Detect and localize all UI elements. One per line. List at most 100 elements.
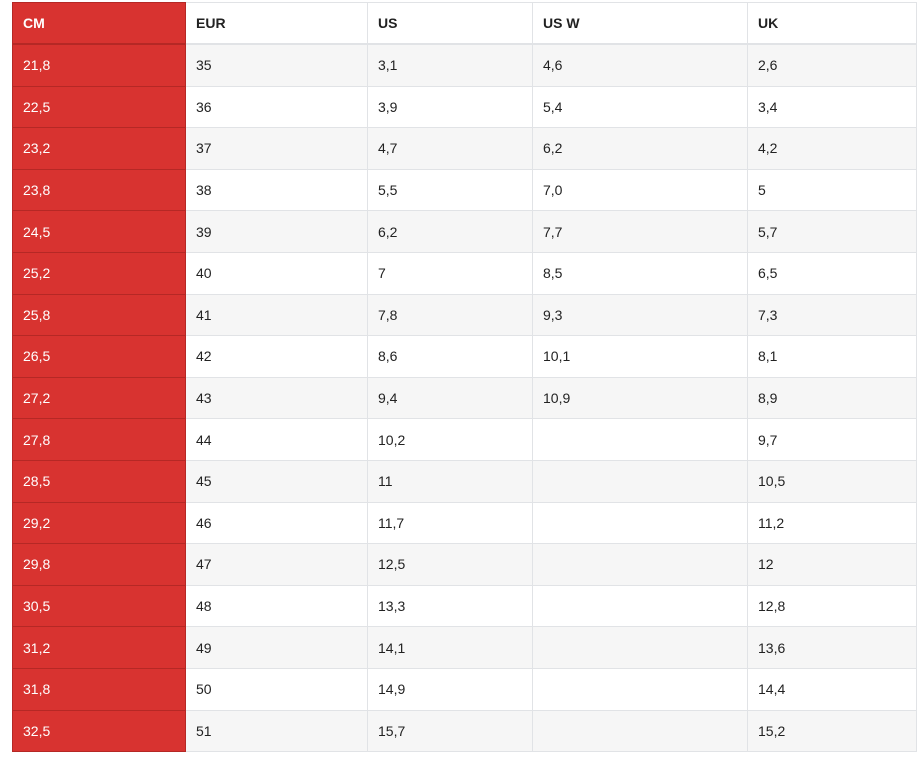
cell-cm: 27,2 — [12, 376, 186, 420]
cell-eur: 44 — [185, 418, 368, 461]
cell-eur: 40 — [185, 251, 368, 295]
cell-us-w: 10,9 — [532, 376, 748, 420]
cell-eur: 51 — [185, 709, 368, 753]
cell-uk: 5,7 — [747, 210, 917, 253]
cell-us: 9,4 — [367, 376, 533, 420]
cell-uk: 14,4 — [747, 667, 917, 711]
cell-us: 12,5 — [367, 543, 533, 586]
cell-cm: 32,5 — [12, 709, 186, 753]
cell-us-w: 6,2 — [532, 127, 748, 170]
cell-us: 3,9 — [367, 85, 533, 129]
table-row: 22,5 36 3,9 5,4 3,4 — [12, 85, 917, 129]
cell-eur: 47 — [185, 543, 368, 586]
cell-us-w — [532, 584, 748, 628]
cell-us-w — [532, 501, 748, 545]
cell-us-w: 5,4 — [532, 85, 748, 129]
cell-us-w: 4,6 — [532, 43, 748, 87]
cell-us-w: 10,1 — [532, 335, 748, 378]
cell-us: 10,2 — [367, 418, 533, 461]
cell-cm: 21,8 — [12, 43, 186, 87]
header-cm: CM — [12, 2, 186, 45]
cell-us-w: 7,7 — [532, 210, 748, 253]
header-eur: EUR — [185, 2, 368, 45]
cell-uk: 12 — [747, 543, 917, 586]
cell-eur: 35 — [185, 43, 368, 87]
header-row: CM EUR US US W UK — [12, 2, 917, 45]
table-row: 26,5 42 8,6 10,1 8,1 — [12, 335, 917, 378]
cell-us-w: 7,0 — [532, 168, 748, 212]
header-us-w: US W — [532, 2, 748, 45]
table-row: 21,8 35 3,1 4,6 2,6 — [12, 43, 917, 87]
cell-uk: 7,3 — [747, 293, 917, 337]
cell-uk: 8,9 — [747, 376, 917, 420]
cell-uk: 13,6 — [747, 626, 917, 669]
cell-cm: 22,5 — [12, 85, 186, 129]
cell-uk: 3,4 — [747, 85, 917, 129]
cell-us: 5,5 — [367, 168, 533, 212]
cell-cm: 28,5 — [12, 459, 186, 503]
cell-uk: 9,7 — [747, 418, 917, 461]
cell-us: 15,7 — [367, 709, 533, 753]
cell-cm: 27,8 — [12, 418, 186, 461]
cell-us: 11,7 — [367, 501, 533, 545]
table-row: 29,8 47 12,5 12 — [12, 543, 917, 586]
cell-us-w: 8,5 — [532, 251, 748, 295]
cell-us-w — [532, 543, 748, 586]
table-row: 24,5 39 6,2 7,7 5,7 — [12, 210, 917, 253]
cell-us-w: 9,3 — [532, 293, 748, 337]
cell-us: 13,3 — [367, 584, 533, 628]
table-row: 25,8 41 7,8 9,3 7,3 — [12, 293, 917, 337]
cell-eur: 43 — [185, 376, 368, 420]
cell-eur: 49 — [185, 626, 368, 669]
cell-cm: 30,5 — [12, 584, 186, 628]
cell-eur: 42 — [185, 335, 368, 378]
cell-cm: 24,5 — [12, 210, 186, 253]
cell-eur: 50 — [185, 667, 368, 711]
cell-cm: 31,8 — [12, 667, 186, 711]
table-row: 29,2 46 11,7 11,2 — [12, 501, 917, 545]
table-row: 28,5 45 11 10,5 — [12, 459, 917, 503]
cell-us-w — [532, 667, 748, 711]
cell-eur: 41 — [185, 293, 368, 337]
cell-uk: 10,5 — [747, 459, 917, 503]
cell-cm: 31,2 — [12, 626, 186, 669]
cell-eur: 37 — [185, 127, 368, 170]
cell-us: 3,1 — [367, 43, 533, 87]
cell-eur: 38 — [185, 168, 368, 212]
cell-us-w — [532, 418, 748, 461]
table-row: 32,5 51 15,7 15,2 — [12, 709, 917, 753]
cell-us-w — [532, 626, 748, 669]
table-row: 31,2 49 14,1 13,6 — [12, 626, 917, 669]
cell-cm: 23,8 — [12, 168, 186, 212]
cell-us-w — [532, 459, 748, 503]
cell-eur: 46 — [185, 501, 368, 545]
cell-uk: 12,8 — [747, 584, 917, 628]
cell-us: 4,7 — [367, 127, 533, 170]
cell-uk: 6,5 — [747, 251, 917, 295]
cell-cm: 23,2 — [12, 127, 186, 170]
table-row: 23,2 37 4,7 6,2 4,2 — [12, 127, 917, 170]
cell-uk: 15,2 — [747, 709, 917, 753]
cell-eur: 48 — [185, 584, 368, 628]
table-row: 23,8 38 5,5 7,0 5 — [12, 168, 917, 212]
cell-cm: 25,8 — [12, 293, 186, 337]
table-row: 31,8 50 14,9 14,4 — [12, 667, 917, 711]
cell-us: 7 — [367, 251, 533, 295]
cell-us: 11 — [367, 459, 533, 503]
table-row: 30,5 48 13,3 12,8 — [12, 584, 917, 628]
cell-cm: 26,5 — [12, 335, 186, 378]
cell-us-w — [532, 709, 748, 753]
cell-cm: 29,8 — [12, 543, 186, 586]
size-chart-table: CM EUR US US W UK 21,8 35 3,1 4,6 2,6 22,5 36 3… — [12, 2, 917, 753]
header-uk: UK — [747, 2, 917, 45]
cell-uk: 11,2 — [747, 501, 917, 545]
cell-us: 14,1 — [367, 626, 533, 669]
table-row: 25,2 40 7 8,5 6,5 — [12, 251, 917, 295]
cell-uk: 4,2 — [747, 127, 917, 170]
cell-eur: 39 — [185, 210, 368, 253]
cell-eur: 45 — [185, 459, 368, 503]
cell-cm: 29,2 — [12, 501, 186, 545]
cell-us: 8,6 — [367, 335, 533, 378]
cell-uk: 5 — [747, 168, 917, 212]
header-us: US — [367, 2, 533, 45]
